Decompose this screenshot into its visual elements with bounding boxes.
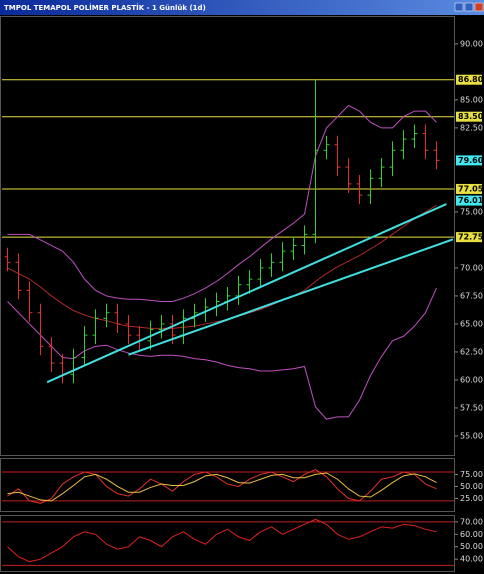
- level-label-box: [456, 74, 482, 85]
- y-tick-label: 75.00: [460, 470, 483, 479]
- y-tick-label: 50.00: [460, 482, 483, 491]
- level-label-box: [456, 232, 482, 243]
- trendline: [46, 203, 447, 384]
- indicator-line: [7, 287, 437, 420]
- price-marker-label: 76.013: [458, 196, 484, 205]
- indicator-line: [7, 104, 437, 303]
- minimize-button[interactable]: [454, 2, 464, 12]
- y-tick-label: 82.50: [460, 123, 483, 132]
- level-label: 83.500: [458, 112, 484, 121]
- y-tick-label: 70.00: [460, 517, 483, 526]
- chart-title: TMPOL TEMAPOL POLİMER PLASTİK - 1 Günlük…: [4, 3, 206, 12]
- y-tick-label: 85.00: [460, 95, 483, 104]
- y-tick-label: 70.00: [460, 263, 483, 272]
- y-tick-label: 57.50: [460, 403, 483, 412]
- maximize-button[interactable]: [464, 2, 474, 12]
- y-tick-label: 60.00: [460, 530, 483, 539]
- y-tick-label: 25.00: [460, 494, 483, 503]
- indicator-line: [7, 472, 437, 502]
- trendline: [128, 238, 454, 356]
- y-tick-label: 50.00: [460, 542, 483, 551]
- level-label: 86.800: [458, 75, 484, 84]
- y-tick-label: 90.00: [460, 39, 483, 48]
- price-marker-box: [456, 195, 482, 206]
- y-tick-label: 55.00: [460, 431, 483, 440]
- level-label: 77.050: [458, 184, 484, 193]
- level-label: 72.750: [458, 233, 484, 242]
- level-label-box: [456, 111, 482, 122]
- y-tick-label: 75.00: [460, 207, 483, 216]
- main-panel-frame: [0, 16, 455, 456]
- indicator-line: [7, 518, 437, 563]
- y-tick-label: 60.00: [460, 375, 483, 384]
- price-marker-label: 79.600: [458, 156, 484, 165]
- y-tick-label: 65.00: [460, 319, 483, 328]
- y-tick-label: 40.00: [460, 555, 483, 564]
- title-bar: [0, 0, 484, 15]
- y-tick-label: 62.50: [460, 347, 483, 356]
- stochastic-panel-frame: [0, 458, 455, 512]
- price-marker-box: [456, 155, 482, 166]
- close-button[interactable]: [474, 2, 484, 12]
- rsi-panel-frame: [0, 515, 455, 572]
- level-label-box: [456, 183, 482, 194]
- y-tick-label: 67.50: [460, 291, 483, 300]
